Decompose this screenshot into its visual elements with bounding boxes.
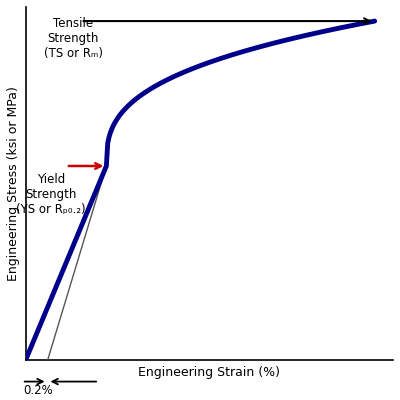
Text: Yield
Strength
(YS or Rₚ₀.₂): Yield Strength (YS or Rₚ₀.₂) bbox=[16, 173, 86, 216]
Text: 0.2%: 0.2% bbox=[24, 384, 54, 397]
Text: Tensile
Strength
(TS or Rₘ): Tensile Strength (TS or Rₘ) bbox=[44, 17, 103, 60]
X-axis label: Engineering Strain (%): Engineering Strain (%) bbox=[138, 366, 280, 379]
Y-axis label: Engineering Stress (ksi or MPa): Engineering Stress (ksi or MPa) bbox=[7, 86, 20, 281]
